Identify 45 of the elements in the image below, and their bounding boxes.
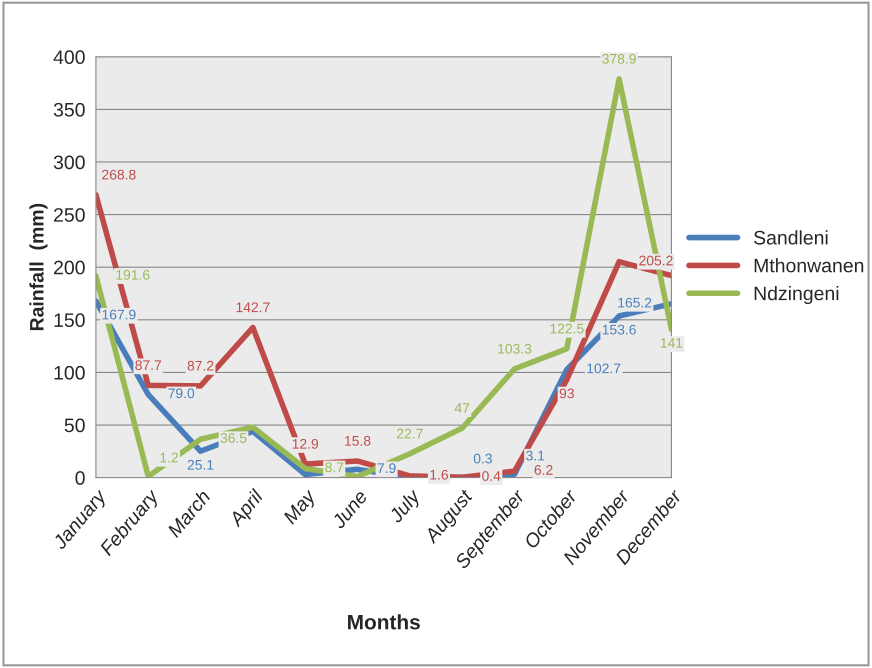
y-axis-title: Rainfall (mm) xyxy=(29,204,48,330)
data-label: 268.8 xyxy=(102,170,136,180)
x-axis-title: Months xyxy=(348,614,420,630)
data-label: 167.9 xyxy=(102,310,136,320)
legend-label: Mthonwanen xyxy=(754,258,864,272)
data-label: 79.0 xyxy=(168,388,194,398)
data-label: 0.3 xyxy=(474,454,492,464)
data-label: 87.2 xyxy=(188,360,214,371)
legend-label: Sandleni xyxy=(754,230,828,245)
data-label: 12.9 xyxy=(292,438,318,449)
data-label: 1.2 xyxy=(160,452,178,462)
data-label: 103.3 xyxy=(498,344,532,354)
y-tick-label: 300 xyxy=(54,155,85,170)
legend-label: Ndzingeni xyxy=(754,286,838,304)
data-label: 6.2 xyxy=(534,464,553,475)
data-label: 3.1 xyxy=(526,450,544,460)
y-tick-label: 350 xyxy=(54,102,85,117)
data-label: 205.2 xyxy=(639,256,673,266)
data-label: 141 xyxy=(660,338,682,348)
y-tick-label: 100 xyxy=(54,366,85,380)
data-label: 25.1 xyxy=(188,460,214,470)
y-tick-label: 50 xyxy=(64,418,85,432)
data-label: 36.5 xyxy=(220,433,246,443)
y-tick-label: 0 xyxy=(75,471,85,485)
data-label: 47 xyxy=(454,403,470,413)
x-tick-label: July xyxy=(388,487,424,526)
y-tick-label: 200 xyxy=(54,260,85,274)
data-label: 378.9 xyxy=(602,54,636,64)
data-label: 165.2 xyxy=(618,298,652,308)
data-label: 0.4 xyxy=(482,471,501,481)
data-label: 122.5 xyxy=(550,324,584,334)
y-tick-label: 250 xyxy=(54,208,85,222)
data-label: 1.6 xyxy=(430,470,448,480)
data-label: 102.7 xyxy=(587,363,620,374)
data-label: 153.6 xyxy=(602,324,636,335)
data-label: 15.8 xyxy=(345,436,370,446)
y-tick-label: 150 xyxy=(54,313,85,328)
data-label: 93 xyxy=(560,388,574,398)
data-label: 7.9 xyxy=(378,463,396,474)
y-tick-label: 400 xyxy=(54,50,85,64)
data-label: 191.6 xyxy=(116,270,150,280)
data-label: 8.7 xyxy=(325,462,344,472)
data-label: 22.7 xyxy=(397,428,423,438)
data-label: 142.7 xyxy=(236,302,270,312)
data-label: 87.7 xyxy=(135,360,162,370)
